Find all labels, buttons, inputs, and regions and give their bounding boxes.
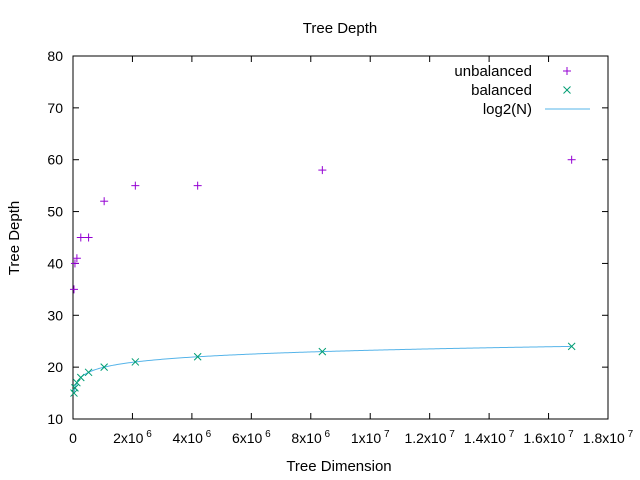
unbalanced-point xyxy=(567,155,576,164)
unbalanced-point xyxy=(69,285,78,294)
x-tick-base: 8x10 xyxy=(291,430,322,446)
x-axis-label: Tree Dimension xyxy=(286,458,391,475)
balanced-point xyxy=(84,368,93,377)
x-tick-label: 8x10 6 xyxy=(291,429,330,446)
balanced-point xyxy=(193,352,202,361)
unbalanced-point xyxy=(193,181,202,190)
unbalanced-point xyxy=(76,233,85,242)
balanced-point xyxy=(71,384,79,392)
x-tick-exponent: 6 xyxy=(203,429,212,440)
unbalanced-point xyxy=(131,181,140,190)
unbalanced-point xyxy=(70,259,79,268)
x-tick-label: 1.4x10 7 xyxy=(464,429,515,446)
y-tick-label: 10 xyxy=(47,411,63,427)
x-tick-base: 1.6x10 xyxy=(523,430,565,446)
x-tick-label: 2x10 6 xyxy=(113,429,152,446)
balanced-point xyxy=(73,378,81,387)
y-tick-label: 80 xyxy=(47,48,63,64)
balanced-point xyxy=(100,363,109,371)
y-tick-label: 50 xyxy=(47,204,63,220)
y-tick-label: 60 xyxy=(47,152,63,168)
x-tick-base: 6x10 xyxy=(232,430,263,446)
balanced-point xyxy=(567,342,576,351)
balanced-point xyxy=(76,373,85,382)
x-tick-label: 1.6x10 7 xyxy=(523,429,574,446)
x-tick-exponent: 7 xyxy=(447,429,456,440)
x-tick-label: 4x10 6 xyxy=(173,429,212,446)
y-tick-label: 20 xyxy=(47,359,63,375)
x-tick-exponent: 6 xyxy=(262,429,271,440)
legend-balanced-label: balanced xyxy=(471,82,532,99)
legend-log2-label: log2(N) xyxy=(483,101,532,118)
legend: unbalanced balanced log2(N) xyxy=(454,63,590,118)
log2-curve xyxy=(73,345,572,394)
legend-balanced-marker xyxy=(563,86,571,94)
x-tick-label: 1x10 7 xyxy=(351,429,390,446)
x-tick-exponent: 7 xyxy=(565,429,574,440)
x-tick-base: 1x10 xyxy=(351,430,382,446)
unbalanced-point xyxy=(100,197,109,206)
x-tick-exponent: 7 xyxy=(381,429,390,440)
balanced-point xyxy=(131,358,140,366)
y-tick-label: 40 xyxy=(47,255,63,271)
y-axis-label: Tree Depth xyxy=(6,201,23,275)
chart-title: Tree Depth xyxy=(303,20,377,37)
x-tick-exponent: 7 xyxy=(625,429,634,440)
unbalanced-point xyxy=(84,233,93,242)
y-tick-label: 70 xyxy=(47,100,63,116)
balanced-points xyxy=(70,342,576,397)
x-tick-base: 1.4x10 xyxy=(464,430,506,446)
x-tick-base: 2x10 xyxy=(113,430,144,446)
x-tick-label: 1.8x10 7 xyxy=(583,429,634,446)
x-tick-base: 1.8x10 xyxy=(583,430,625,446)
x-tick-exponent: 6 xyxy=(143,429,152,440)
unbalanced-point xyxy=(318,166,327,175)
legend-unbalanced-marker xyxy=(563,67,571,75)
x-tick-exponent: 7 xyxy=(506,429,515,440)
y-tick-label: 30 xyxy=(47,307,63,323)
balanced-point xyxy=(318,347,327,356)
x-tick-base: 1.2x10 xyxy=(404,430,446,446)
unbalanced-points xyxy=(69,155,576,294)
unbalanced-point xyxy=(72,254,81,263)
legend-unbalanced-label: unbalanced xyxy=(454,63,532,80)
x-tick-base: 0 xyxy=(69,430,77,446)
x-tick-exponent: 6 xyxy=(322,429,331,440)
x-tick-label: 1.2x10 7 xyxy=(404,429,455,446)
plot-frame xyxy=(72,55,609,420)
x-tick-label: 6x10 6 xyxy=(232,429,271,446)
x-tick-base: 4x10 xyxy=(173,430,204,446)
x-tick-label: 0 xyxy=(69,430,77,446)
